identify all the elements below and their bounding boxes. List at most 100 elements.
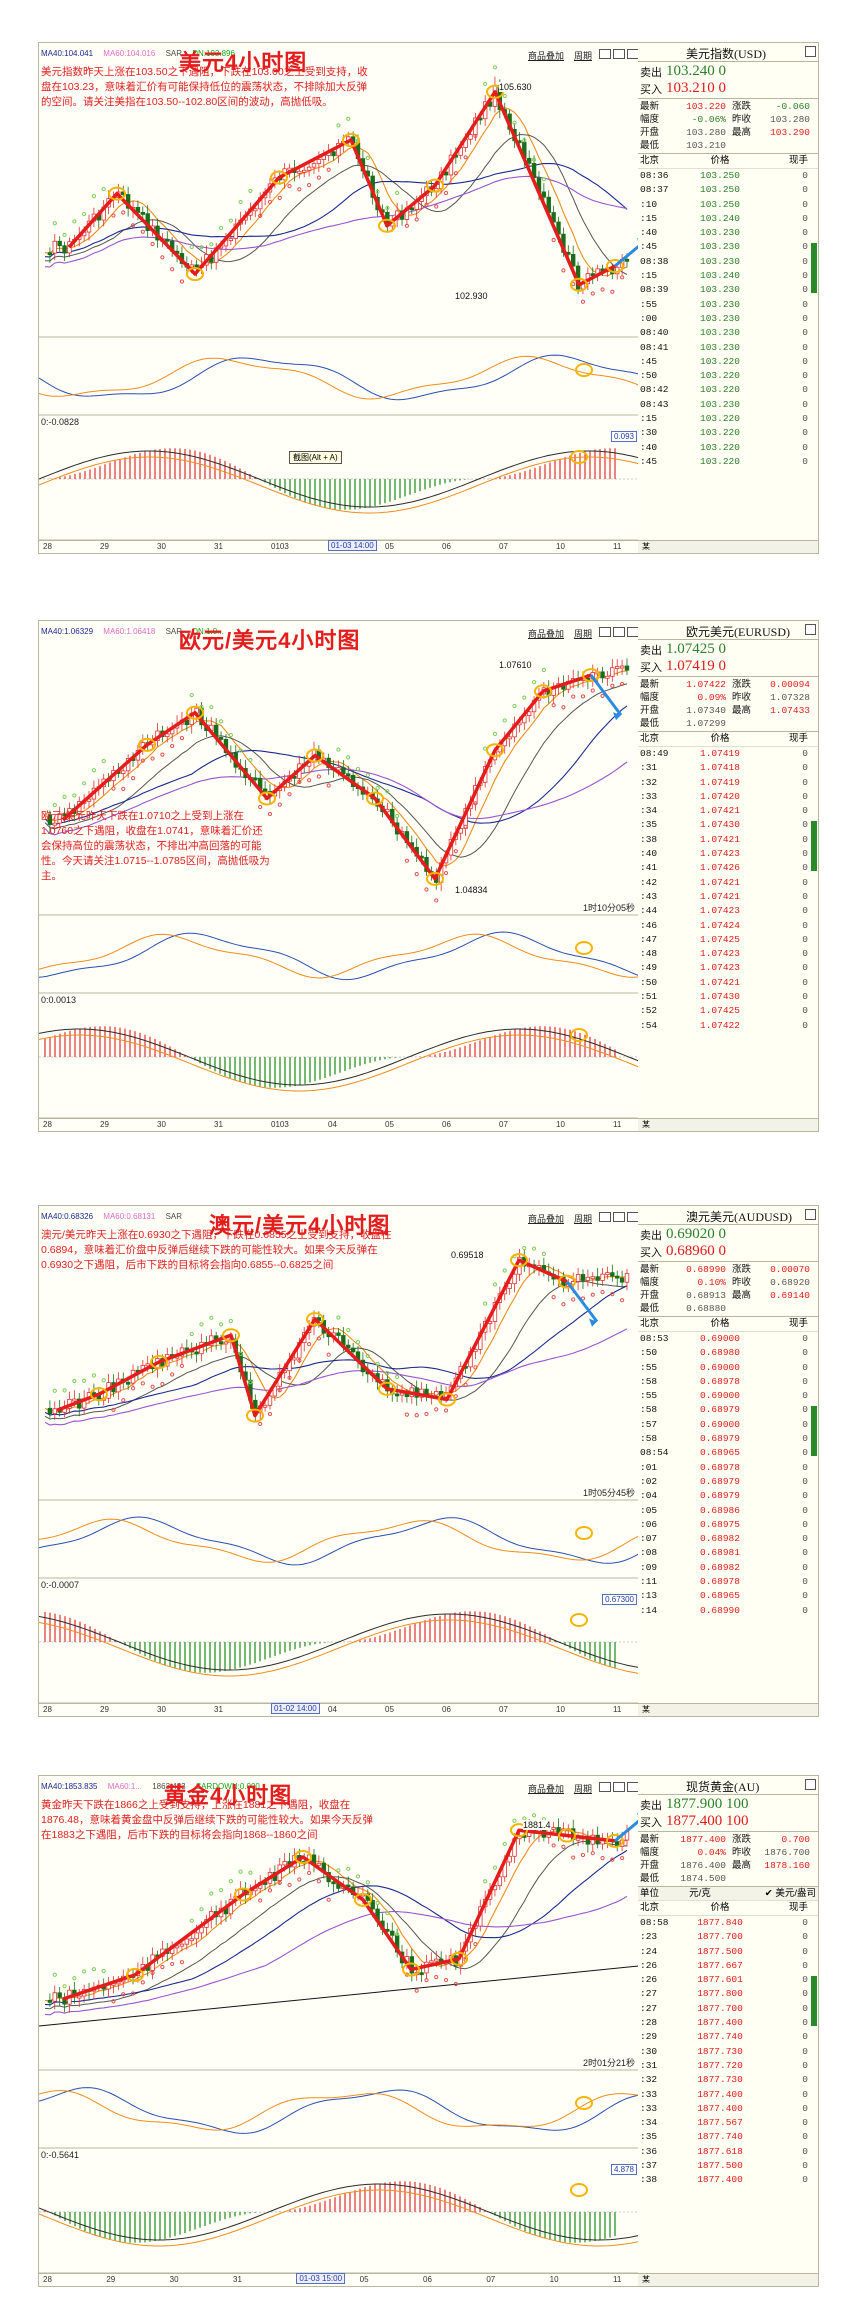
pivot-marker	[486, 84, 504, 99]
tick-volume: 0	[802, 312, 808, 324]
stat-label: 开盘	[640, 127, 660, 138]
candle-body	[605, 675, 610, 679]
candle-body	[282, 1861, 287, 1866]
time-tick: 11	[613, 1120, 622, 1129]
sar-dot	[424, 887, 429, 892]
layout-icon[interactable]	[613, 1212, 625, 1222]
sell-label: 卖出	[640, 66, 662, 79]
tick-volume: 0	[802, 890, 808, 902]
time-tick: 04	[328, 1120, 337, 1129]
close-icon[interactable]	[805, 624, 816, 635]
period-button[interactable]: 周期	[573, 51, 592, 61]
ma-fast-line	[44, 1266, 628, 1412]
tick-volume: 0	[802, 1945, 808, 1957]
close-icon[interactable]	[805, 1209, 816, 1220]
tick-volume: 0	[802, 991, 808, 1003]
tick-price: 103.220	[700, 413, 740, 425]
pivot-marker	[606, 1833, 624, 1848]
stat-row: 开盘 1.07340 最高 1.07433	[640, 704, 816, 717]
tick-price: 103.250	[700, 198, 740, 210]
layout-icon[interactable]	[599, 1782, 611, 1792]
price-chart[interactable]: MA40:104.041 MA60:104.016 SAR DN:103.896…	[38, 42, 640, 554]
close-icon[interactable]	[805, 46, 816, 57]
price-chart[interactable]: MA40:1.06329 MA60:1.06418 SAR DN:1.0... …	[38, 620, 640, 1132]
price-chart[interactable]: MA40:1853.835 MA60:1... 1863.423 SARDOWN…	[38, 1775, 640, 2287]
tick-volume: 0	[802, 2174, 808, 2186]
tick-volume: 0	[802, 1375, 808, 1387]
candle-body	[595, 1276, 600, 1281]
tick-price: 0.68979	[700, 1490, 740, 1502]
stat-value: 0.68920	[770, 1277, 810, 1288]
tick-price: 1877.700	[697, 1931, 743, 1943]
sar-dot	[121, 1992, 126, 1997]
tick-row: :41 1.07426 0	[638, 861, 818, 875]
tick-price: 103.230	[700, 398, 740, 410]
period-button[interactable]: 周期	[573, 629, 592, 639]
sar-dot	[414, 1413, 419, 1418]
projection-arrowhead	[589, 1318, 597, 1327]
tick-row: 08:42 103.220 0	[638, 383, 818, 397]
layout-icon[interactable]	[613, 627, 625, 637]
unit-option-gram[interactable]: 元/克	[689, 1888, 711, 1899]
time-tick: 07	[499, 542, 508, 551]
chart-panel: MA40:0.68326 MA60:0.68131 SAR 商品叠加 周期 澳元…	[38, 1205, 819, 1725]
candle-body	[47, 814, 53, 825]
window-controls	[599, 1782, 639, 1795]
layout-icon[interactable]	[599, 49, 611, 59]
tick-list[interactable]: 08:49 1.07419 0 :31 1.07418 0 :32 1.0741…	[638, 747, 818, 1033]
layout-icon[interactable]	[599, 627, 611, 637]
sar-dot	[170, 1961, 175, 1967]
overlay-button[interactable]: 商品叠加	[527, 1214, 564, 1224]
period-button[interactable]: 周期	[573, 1214, 592, 1224]
tick-time: :33	[640, 790, 658, 802]
quote-panel: 现货黄金(AU) 卖出 1877.900 100 买入 1877.400 100 最…	[638, 1775, 819, 2287]
sar-dot	[336, 1315, 341, 1320]
unit-option-ounce[interactable]: ✔ 美元/盎司	[764, 1888, 816, 1899]
candle-body	[194, 1351, 199, 1355]
stat-value: 0.00094	[770, 679, 810, 690]
time-tick: 11	[613, 1705, 622, 1714]
overlay-button[interactable]: 商品叠加	[527, 629, 564, 639]
candle-body	[615, 666, 620, 669]
tick-list[interactable]: 08:36 103.250 0 08:37 103.250 0 :10 103.…	[638, 169, 818, 469]
price-chart[interactable]: MA40:0.68326 MA60:0.68131 SAR 商品叠加 周期 澳元…	[38, 1205, 640, 1717]
pivot-marker	[234, 1887, 252, 1902]
scrollbar-thumb[interactable]	[811, 1976, 817, 2026]
tick-header: 北京 价格 现手	[638, 154, 818, 169]
tick-list[interactable]: 08:53 0.69000 0 :50 0.68980 0 :55 0.6900…	[638, 1332, 818, 1618]
ma40-line	[44, 1285, 628, 1416]
overlay-button[interactable]: 商品叠加	[527, 51, 564, 61]
macd-line	[39, 2183, 639, 2241]
candle-body	[189, 1938, 194, 1942]
candle-body	[47, 1999, 53, 2003]
candle-body	[600, 1273, 605, 1281]
tick-row: :44 1.07423 0	[638, 904, 818, 918]
sar-dot	[101, 186, 106, 192]
tick-time: :50	[640, 976, 658, 988]
tick-time: :24	[640, 1945, 658, 1957]
scrollbar-thumb[interactable]	[811, 243, 817, 293]
sar-dot	[483, 1879, 488, 1884]
close-icon[interactable]	[805, 1779, 816, 1790]
time-tick: 07	[499, 1120, 508, 1129]
tick-volume: 0	[802, 1418, 808, 1430]
period-button[interactable]: 周期	[573, 1784, 592, 1794]
tick-row: :36 1877.618 0	[638, 2145, 818, 2159]
tick-price: 0.68981	[700, 1547, 740, 1559]
tick-price: 103.220	[700, 441, 740, 453]
stat-value: 1874.500	[680, 1873, 726, 1884]
tick-price: 1.07425	[700, 933, 740, 945]
unit-selector[interactable]: 单位 元/克 ✔ 美元/盎司	[638, 1887, 818, 1901]
layout-icon[interactable]	[613, 1782, 625, 1792]
scrollbar-thumb[interactable]	[811, 1406, 817, 1456]
layout-icon[interactable]	[613, 49, 625, 59]
quote-title-bar: 澳元美元(AUDUSD)	[638, 1206, 818, 1225]
tick-list[interactable]: 08:58 1877.840 0 :23 1877.700 0 :24 1877…	[638, 1916, 818, 2188]
overlay-button[interactable]: 商品叠加	[527, 1784, 564, 1794]
layout-icon[interactable]	[599, 1212, 611, 1222]
candle-body	[218, 1341, 224, 1345]
sar-dot	[571, 694, 576, 699]
stat-label: 幅度	[640, 114, 660, 125]
scrollbar-thumb[interactable]	[811, 821, 817, 871]
sar-dot	[502, 718, 507, 723]
